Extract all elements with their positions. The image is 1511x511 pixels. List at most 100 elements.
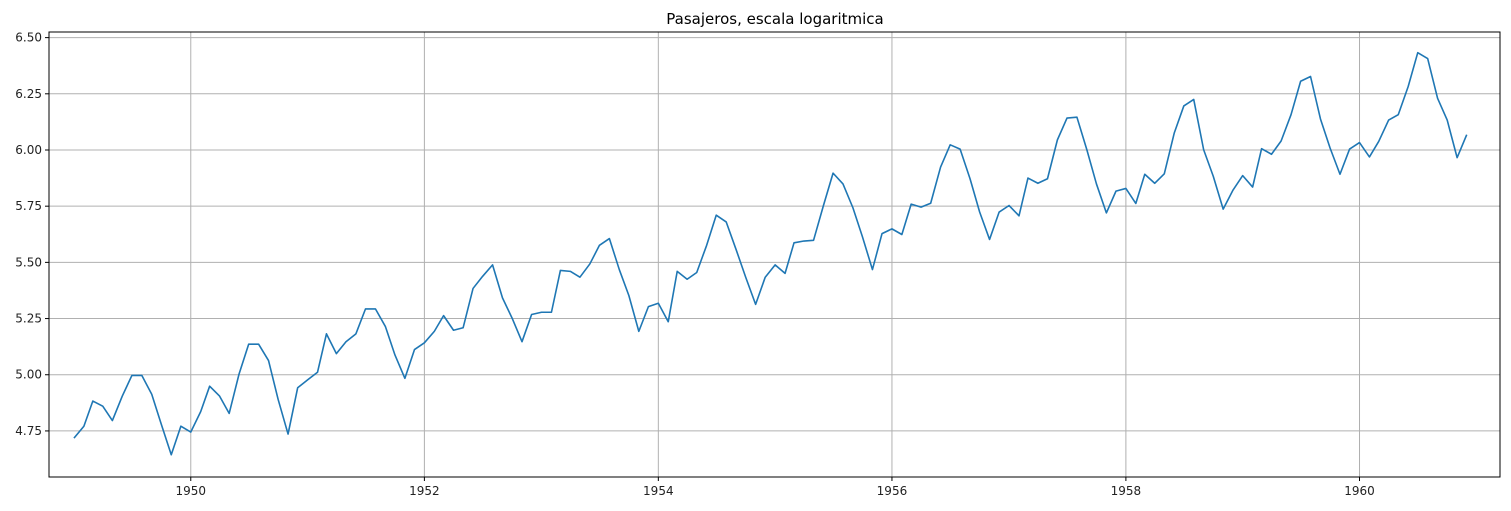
y-tick-label: 6.25 (15, 87, 42, 101)
data-point (190, 431, 191, 432)
data-point (73, 438, 74, 439)
data-point (1086, 149, 1087, 150)
x-tick-label: 1960 (1344, 484, 1375, 498)
data-point (1106, 212, 1107, 213)
data-point (258, 344, 259, 345)
y-tick-label: 6.00 (15, 143, 42, 157)
data-point (531, 314, 532, 315)
data-point (122, 395, 123, 396)
data-point (1252, 186, 1253, 187)
data-point (1144, 174, 1145, 175)
data-point (551, 312, 552, 313)
data-point (832, 173, 833, 174)
data-point (1281, 140, 1282, 141)
data-point (1427, 58, 1428, 59)
data-point (1223, 209, 1224, 210)
data-point (404, 378, 405, 379)
data-point (1076, 117, 1077, 118)
data-point (492, 264, 493, 265)
data-point (83, 426, 84, 427)
data-point (1437, 98, 1438, 99)
x-tick-label: 1956 (877, 484, 908, 498)
data-point (881, 233, 882, 234)
data-point (1232, 190, 1233, 191)
data-point (911, 204, 912, 205)
data-point (424, 342, 425, 343)
series-line (73, 51, 1468, 456)
data-point (414, 349, 415, 350)
data-point (969, 178, 970, 179)
data-point (813, 240, 814, 241)
data-point (375, 308, 376, 309)
data-point (180, 426, 181, 427)
data-point (1164, 173, 1165, 174)
data-point (570, 271, 571, 272)
data-point (345, 341, 346, 342)
data-point (726, 221, 727, 222)
data-point (200, 411, 201, 412)
data-point (579, 277, 580, 278)
data-point (92, 400, 93, 401)
data-point (1349, 148, 1350, 149)
data-point (521, 341, 522, 342)
data-point (852, 207, 853, 208)
data-point (1203, 149, 1204, 150)
data-point (229, 413, 230, 414)
data-point (1057, 139, 1058, 140)
plot-frame (48, 31, 1501, 478)
data-point (268, 360, 269, 361)
data-point (999, 211, 1000, 212)
data-point (775, 264, 776, 265)
data-point (589, 263, 590, 264)
data-point (1388, 120, 1389, 121)
data-point (278, 399, 279, 400)
data-point (823, 205, 824, 206)
data-point (599, 245, 600, 246)
y-tick-label: 5.75 (15, 199, 42, 213)
data-point (209, 386, 210, 387)
data-point (668, 321, 669, 322)
data-point (1037, 183, 1038, 184)
data-point (102, 406, 103, 407)
data-point (803, 240, 804, 241)
data-point (862, 236, 863, 237)
data-point (1359, 142, 1360, 143)
data-point (151, 394, 152, 395)
data-point (317, 372, 318, 373)
data-point (842, 183, 843, 184)
data-point (239, 373, 240, 374)
data-point (784, 273, 785, 274)
x-tick-label: 1950 (175, 484, 206, 498)
data-point (336, 353, 337, 354)
data-point (394, 354, 395, 355)
data-point (1018, 215, 1019, 216)
data-point (716, 215, 717, 216)
data-point (482, 276, 483, 277)
data-point (872, 269, 873, 270)
data-point (1329, 147, 1330, 148)
data-point (628, 295, 629, 296)
data-point (141, 375, 142, 376)
data-point (745, 277, 746, 278)
data-point (901, 234, 902, 235)
y-tick-label: 6.50 (15, 31, 42, 45)
data-point (1290, 114, 1291, 115)
data-point (1174, 133, 1175, 134)
data-point (989, 239, 990, 240)
data-point (385, 326, 386, 327)
data-point (365, 308, 366, 309)
grid (49, 32, 1500, 477)
data-point (1096, 183, 1097, 184)
data-point (979, 211, 980, 212)
data-point (326, 333, 327, 334)
data-point (1115, 191, 1116, 192)
data-point (297, 387, 298, 388)
y-tick-label: 5.50 (15, 255, 42, 269)
data-point (1135, 203, 1136, 204)
data-point (658, 303, 659, 304)
data-point (736, 249, 737, 250)
data-point (161, 424, 162, 425)
y-tick-label: 5.00 (15, 368, 42, 382)
data-point (1027, 177, 1028, 178)
data-point (1008, 205, 1009, 206)
